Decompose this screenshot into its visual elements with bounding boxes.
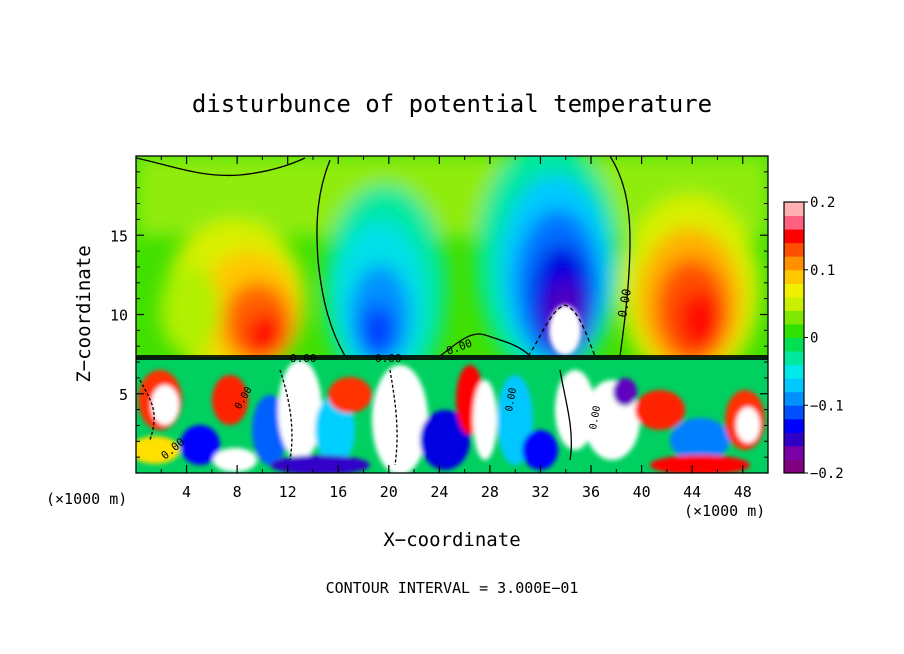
x-axis-label: X−coordinate [383,529,520,551]
y-tick-label: 5 [119,386,128,404]
x-unit-left: (×1000 m) [46,490,127,508]
contour-label: 0.00 [290,352,317,365]
x-tick-label: 32 [531,483,549,501]
upper-layer [136,156,768,395]
lower-layer [136,355,768,473]
colorbar: 0.2 0.1 0 −0.1 −0.2 [783,195,844,482]
colorbar-swatch [784,378,804,393]
colorbar-swatch [784,283,804,298]
colorbar-swatch [784,323,804,338]
x-tick-label: 28 [481,483,499,501]
colorbar-tick-label: −0.2 [810,466,844,482]
x-tick-label: 16 [329,483,347,501]
x-tick-label: 36 [582,483,600,501]
colorbar-swatch [784,459,804,474]
x-tick-label: 40 [633,483,651,501]
contour-label: 0.00 [375,352,402,365]
colorbar-swatch [784,391,804,406]
colorbar-swatch [784,418,804,433]
colorbar-swatch [784,310,804,325]
y-axis-label: Z−coordinate [73,245,95,382]
y-axis: 5 10 15 [110,171,768,458]
contour-lines [136,156,631,466]
colorbar-tick-label: 0.2 [810,195,835,211]
x-tick-label: 48 [734,483,752,501]
contour-label: 0.00 [588,405,603,431]
x-tick-label: 20 [380,483,398,501]
colorbar-swatch [784,269,804,284]
colorbar-swatch [784,432,804,447]
contour-label: 0.00 [615,288,634,319]
x-tick-label: 8 [233,483,242,501]
colorbar-swatch [784,256,804,271]
colorbar-swatch [784,296,804,311]
x-tick-label: 12 [279,483,297,501]
colorbar-swatch [784,242,804,257]
colorbar-swatch [784,229,804,244]
x-tick-label: 44 [683,483,701,501]
x-tick-label: 24 [430,483,448,501]
y-tick-label: 15 [110,227,128,245]
colorbar-tick-label: 0.1 [810,263,835,279]
colorbar-tick-label: −0.1 [810,398,844,414]
colorbar-swatch [784,202,804,217]
colorbar-swatch [784,337,804,352]
chart-title: disturbunce of potential temperature [192,90,712,118]
contour-label: 0.00 [504,387,519,413]
colorbar-swatch [784,405,804,420]
y-tick-label: 10 [110,307,128,325]
colorbar-swatch [784,351,804,366]
x-tick-label: 4 [182,483,191,501]
x-axis: 4 8 12 16 20 24 28 32 36 40 44 48 [160,156,752,501]
x-unit-right: (×1000 m) [684,502,765,520]
colorbar-tick-label: 0 [810,331,818,347]
colorbar-swatch [784,445,804,460]
contour-interval-note: CONTOUR INTERVAL = 3.000E−01 [326,579,579,597]
heatmap-field: 0.00 0.00 0.00 0.00 0.00 0.00 0.00 0.00 [136,156,768,473]
colorbar-swatch [784,215,804,230]
colorbar-swatch [784,364,804,379]
